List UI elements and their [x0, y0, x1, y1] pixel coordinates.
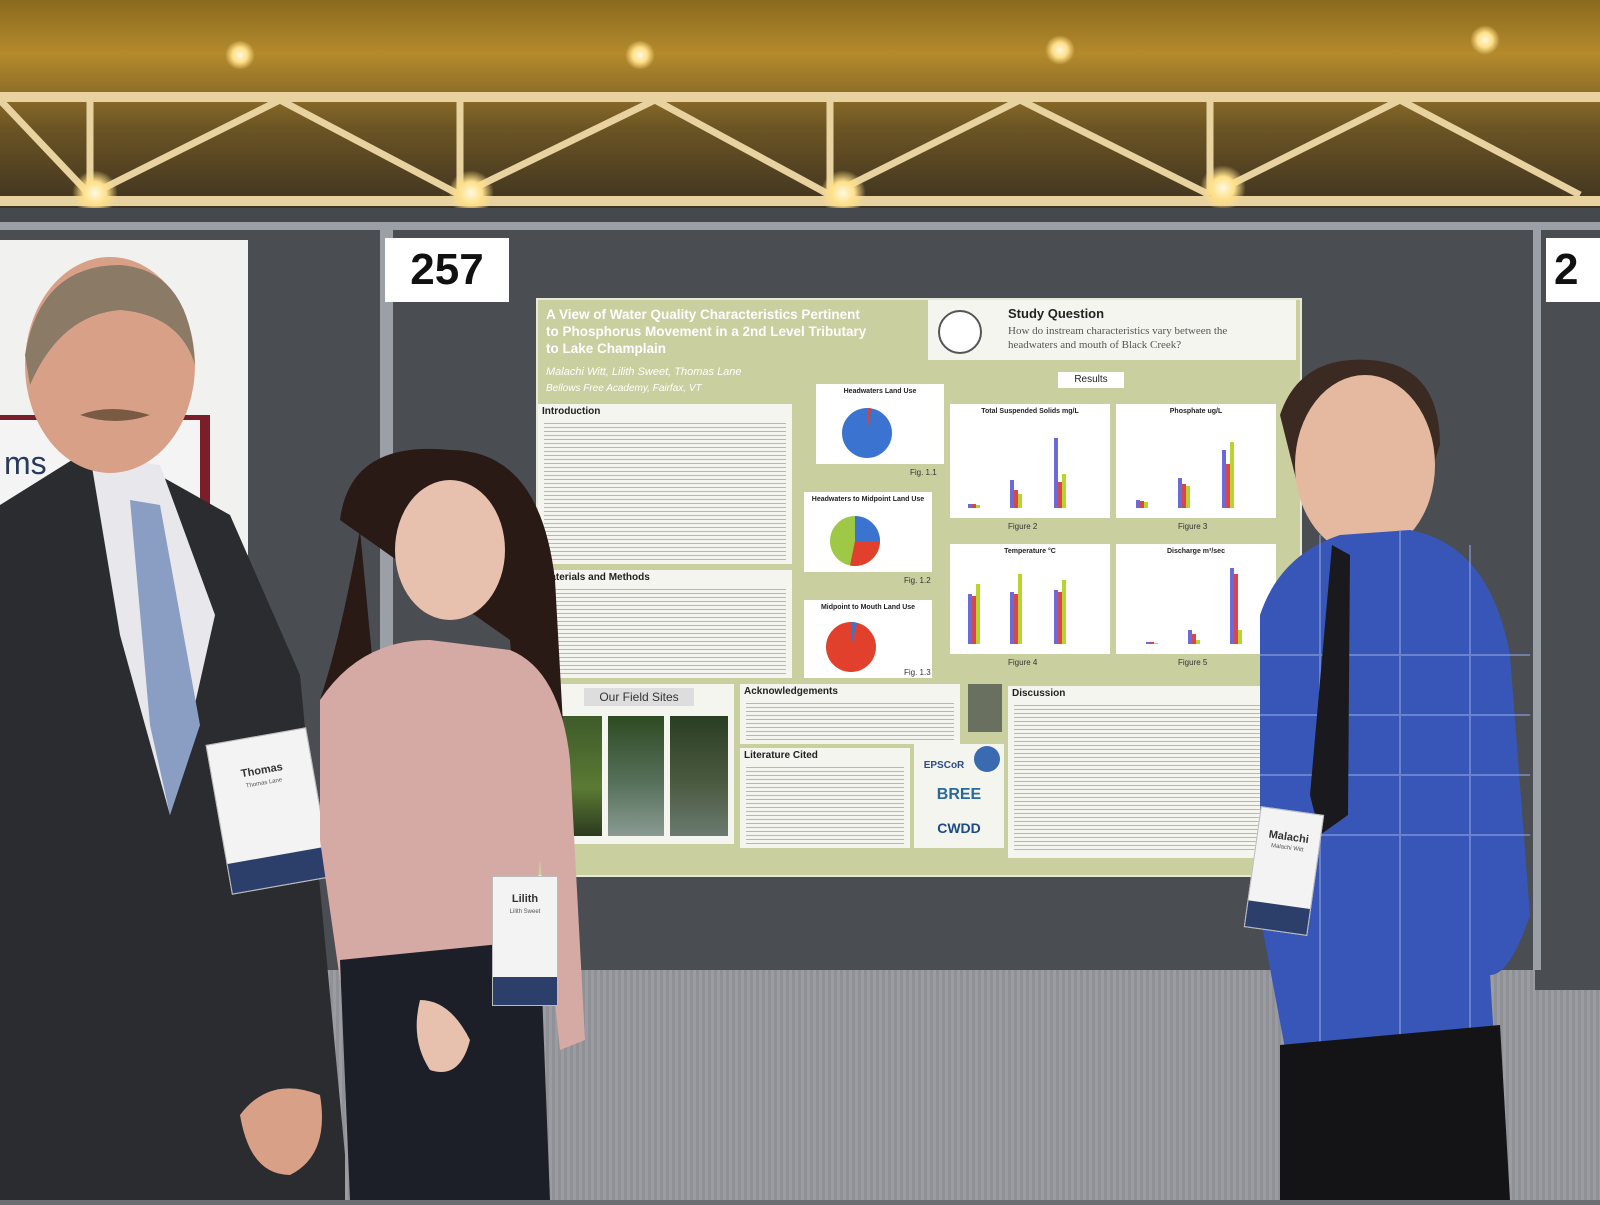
literature-heading: Literature Cited: [744, 750, 818, 761]
person-lilith: [300, 440, 620, 1200]
research-poster: A View of Water Quality Characteristics …: [536, 298, 1302, 877]
figure-label: Fig. 1.3: [904, 668, 931, 677]
field-site-photo: [670, 716, 728, 836]
figure-label: Figure 2: [1008, 522, 1038, 531]
truss-diagonals: [0, 96, 1600, 200]
figure-label: Figure 3: [1178, 522, 1208, 531]
right-poster-board: [1535, 222, 1600, 990]
pie-mouth: [826, 621, 876, 672]
acknowledgements-box: Acknowledgements: [740, 684, 960, 744]
epscor-logo: EPSCoR: [923, 760, 965, 771]
study-question-text: How do instream characteristics vary bet…: [1008, 325, 1228, 351]
bree-logo: BREE: [936, 786, 982, 803]
figure-label: Figure 4: [1008, 658, 1038, 667]
school-seal-icon: [938, 310, 982, 354]
pie-chart-headwaters: Headwaters Land Use: [816, 384, 944, 464]
introduction-heading: Introduction: [542, 406, 601, 417]
ceiling-light: [1470, 25, 1500, 55]
sponsor-logos: EPSCoR BREE CWDD: [914, 744, 1004, 848]
ceiling-light: [225, 40, 255, 70]
ceiling-light: [1045, 35, 1075, 65]
truss-beam: [0, 196, 1600, 206]
nsf-logo-icon: [974, 746, 1000, 772]
truss-beam: [0, 92, 1600, 102]
pie-midpoint: [830, 516, 880, 567]
poster-title: A View of Water Quality Characteristics …: [546, 307, 867, 356]
field-site-photo: [608, 716, 664, 836]
introduction-box: Introduction: [538, 404, 792, 564]
pie-chart-midpoint: Headwaters to Midpoint Land Use: [804, 492, 932, 572]
discussion-box: Discussion: [1008, 686, 1294, 858]
neighbor-poster-text: ms: [4, 445, 47, 481]
discussion-heading: Discussion: [1012, 688, 1066, 699]
acknowledgements-heading: Acknowledgements: [744, 686, 838, 697]
ceiling-light: [1200, 165, 1246, 211]
figure-label: Figure 5: [1178, 658, 1208, 667]
portrait-photo: [968, 684, 1002, 732]
pie-chart-mouth: Midpoint to Mouth Land Use: [804, 600, 932, 678]
materials-heading: Materials and Methods: [542, 572, 650, 583]
materials-box: Materials and Methods: [538, 570, 792, 678]
person-malachi: [1240, 355, 1600, 1200]
cwdd-logo: CWDD: [937, 820, 981, 836]
field-sites-box: Our Field Sites: [544, 684, 734, 844]
pie-headwaters: [842, 407, 892, 458]
badge-lilith: Lilith Lilith Sweet: [492, 876, 558, 1006]
study-question-box: Study Question How do instream character…: [928, 300, 1296, 360]
bar-chart-phosphate: Phosphate ug/L: [1116, 404, 1276, 518]
bar-chart-discharge: Discharge m³/sec: [1116, 544, 1276, 654]
study-question-heading: Study Question: [1008, 306, 1105, 321]
field-sites-heading: Our Field Sites: [584, 688, 694, 706]
bar-chart-temperature: Temperature °C: [950, 544, 1110, 654]
literature-box: Literature Cited: [740, 748, 910, 848]
booth-number-neighbor: 2: [1546, 238, 1600, 302]
booth-number: 257: [385, 238, 509, 302]
ceiling-light: [625, 40, 655, 70]
figure-label: Fig. 1.1: [910, 468, 937, 477]
figure-label: Fig. 1.2: [904, 576, 931, 585]
results-heading: Results: [1058, 372, 1124, 388]
bar-chart-tss: Total Suspended Solids mg/L: [950, 404, 1110, 518]
poster-affiliation: Bellows Free Academy, Fairfax, VT: [546, 383, 702, 394]
poster-authors: Malachi Witt, Lilith Sweet, Thomas Lane: [546, 366, 742, 378]
person-thomas: [0, 255, 370, 1200]
